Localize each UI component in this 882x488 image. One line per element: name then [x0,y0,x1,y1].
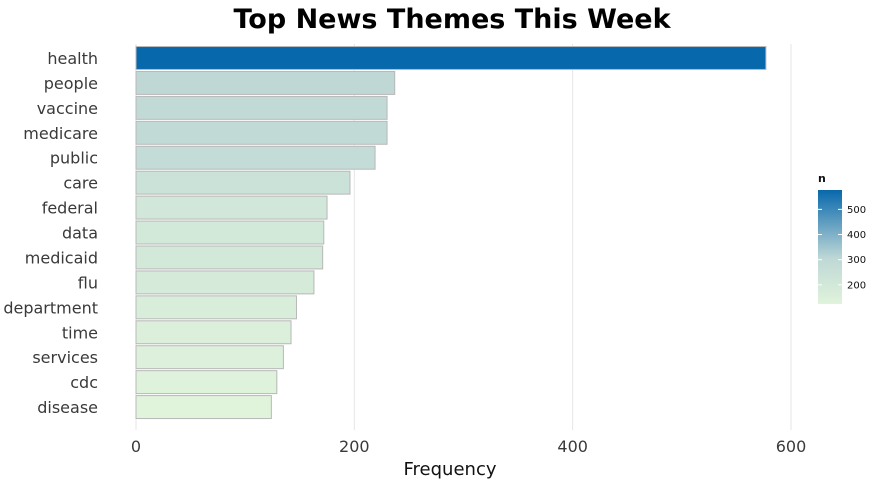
bar-medicaid [135,245,324,270]
bar-disease [135,395,272,420]
legend-tick-label: 400 [847,230,866,241]
category-label: services [32,348,98,367]
bar-people [135,70,396,95]
bars [135,46,767,420]
x-tick-label: 200 [339,437,370,456]
bar-services [135,345,284,370]
category-labels: health people vaccine medicare public care fed… [3,49,98,417]
legend-color-bar [818,190,842,304]
bar-public [135,145,376,170]
category-label: medicaid [25,248,98,267]
category-label: health [47,49,98,68]
bar-federal [135,195,328,220]
x-tick-labels: 0 200 400 600 [131,437,806,456]
category-label: time [62,323,98,342]
x-axis-title: Frequency [404,459,497,480]
bar-medicare [135,120,388,145]
category-label: data [62,224,98,243]
bar-cdc [135,370,278,395]
bar-time [135,320,292,345]
bar-department [135,295,297,320]
category-label: department [3,298,98,317]
category-label: people [44,74,98,93]
bar-health [135,46,767,70]
category-label: care [63,174,98,193]
legend-tick-label: 200 [847,280,866,291]
legend-tick-label: 500 [847,205,866,216]
x-tick-label: 0 [131,437,141,456]
bar-flu [135,270,315,295]
bar-care [135,170,351,195]
chart-title: Top News Themes This Week [233,4,671,35]
category-label: cdc [70,373,98,392]
category-label: disease [37,398,98,417]
category-label: medicare [23,124,98,143]
legend-title: n [818,172,826,185]
category-label: vaccine [37,99,98,118]
legend-tick-label: 300 [847,255,866,266]
bar-vaccine [135,95,388,120]
x-tick-label: 400 [557,437,588,456]
category-label: public [50,149,98,168]
bar-data [135,220,325,245]
legend: n 200 300 400 500 [818,172,866,304]
category-label: federal [42,199,98,218]
legend-ticks: 200 300 400 500 [818,205,866,291]
category-label: flu [78,273,98,292]
x-tick-label: 600 [776,437,807,456]
